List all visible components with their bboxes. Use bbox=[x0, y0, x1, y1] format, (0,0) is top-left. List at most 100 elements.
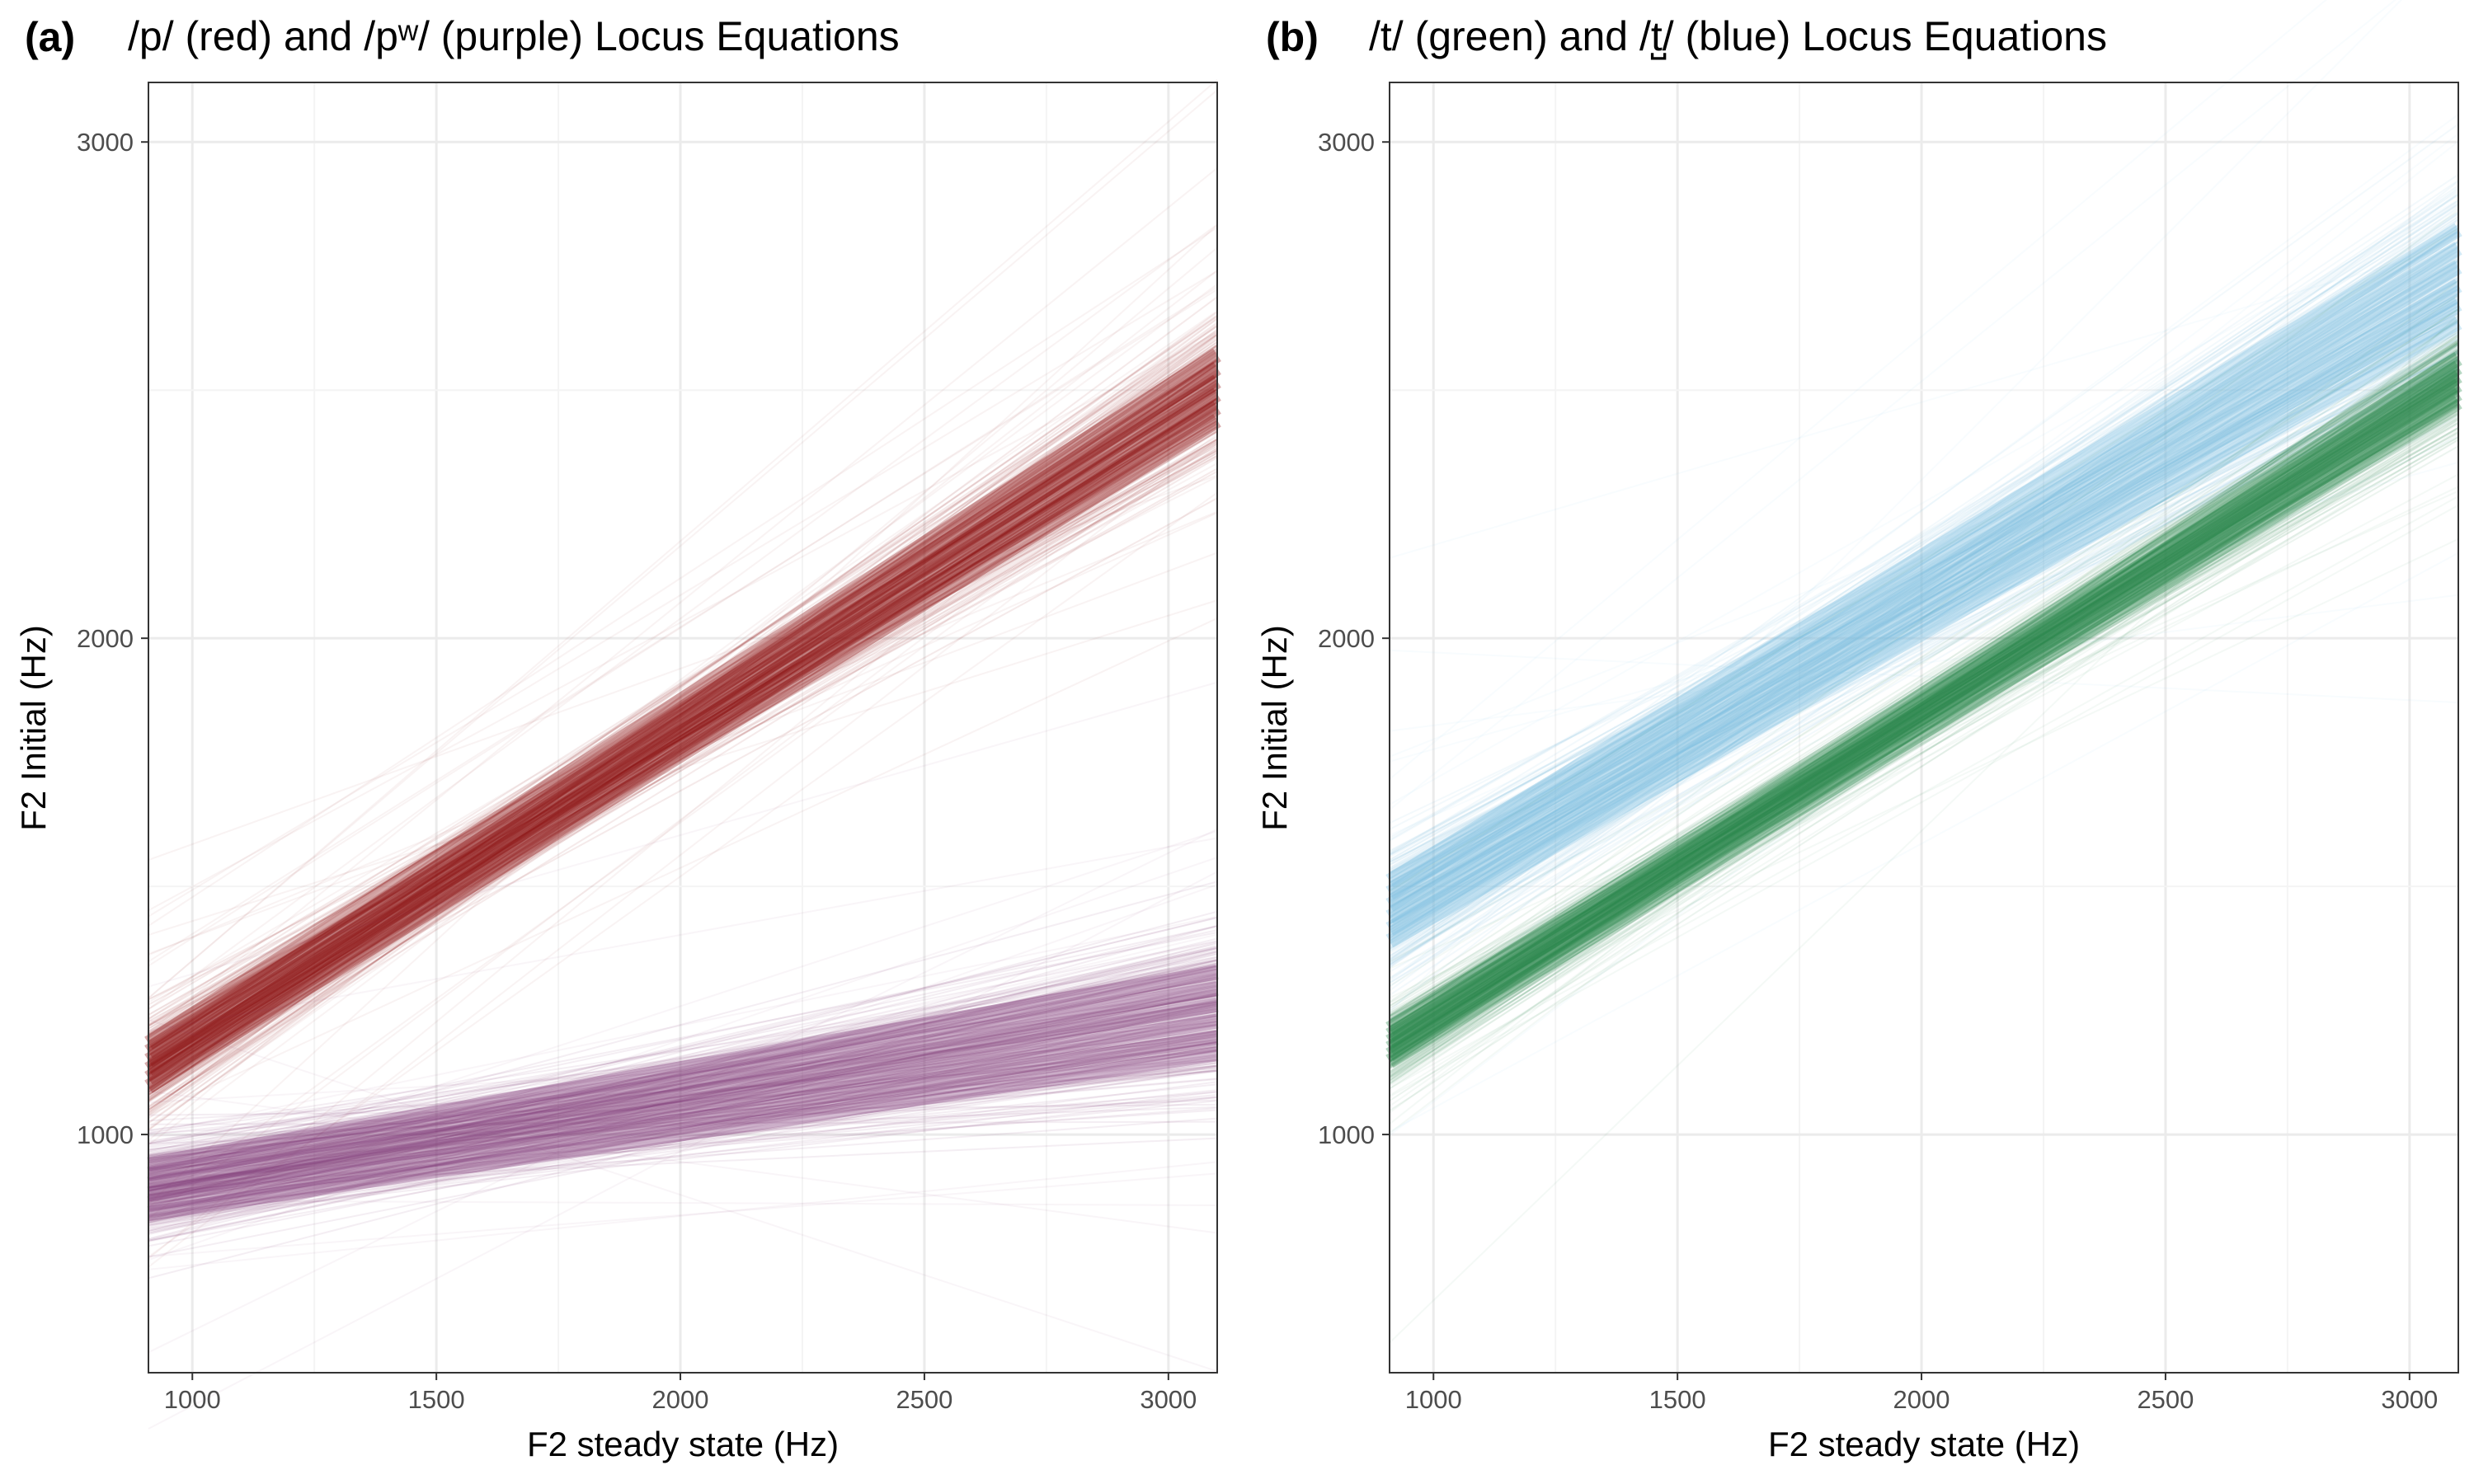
locus-line bbox=[148, 1050, 1218, 1192]
locus-line bbox=[148, 409, 1218, 1078]
locus-line bbox=[1389, 267, 2459, 919]
locus-line bbox=[1389, 373, 2459, 1067]
locus-line bbox=[1389, 368, 2459, 1041]
x-tick-label: 3000 bbox=[2381, 1385, 2438, 1414]
locus-line bbox=[1389, 312, 2459, 875]
locus-line bbox=[148, 391, 1218, 1116]
locus-line bbox=[1389, 246, 2459, 944]
locus-line bbox=[148, 1069, 1218, 1134]
locus-line bbox=[1389, 264, 2459, 902]
locus-line bbox=[1389, 333, 2459, 1061]
locus-line bbox=[148, 1020, 1218, 1219]
locus-line bbox=[1389, 382, 2459, 1059]
locus-line bbox=[148, 1033, 1218, 1159]
locus-line bbox=[148, 397, 1218, 1023]
locus-line bbox=[1389, 387, 2459, 1044]
locus-line bbox=[1389, 371, 2459, 1030]
locus-line bbox=[148, 406, 1218, 1063]
locus-line bbox=[1389, 270, 2459, 925]
locus-line bbox=[1389, 322, 2459, 953]
locus-line bbox=[148, 1033, 1218, 1247]
locus-line bbox=[148, 1031, 1218, 1196]
locus-line bbox=[1389, 173, 2459, 888]
locus-line bbox=[148, 383, 1218, 1086]
locus-line bbox=[148, 383, 1218, 1092]
locus-line bbox=[1389, 336, 2459, 987]
locus-line bbox=[148, 474, 1218, 862]
locus-line bbox=[148, 352, 1218, 1091]
locus-line bbox=[148, 404, 1218, 1044]
locus-line bbox=[148, 364, 1218, 1077]
locus-line bbox=[1389, 326, 2459, 863]
locus-line bbox=[148, 1023, 1218, 1185]
locus-line bbox=[148, 924, 1218, 1188]
locus-line bbox=[148, 1062, 1218, 1205]
locus-line bbox=[1389, 361, 2459, 1049]
locus-line bbox=[148, 1005, 1218, 1196]
locus-line bbox=[148, 981, 1218, 1162]
locus-line bbox=[148, 910, 1218, 1192]
locus-line bbox=[1389, 405, 2459, 1079]
locus-line bbox=[1389, 254, 2459, 885]
locus-line-core bbox=[1385, 369, 2462, 1049]
locus-line bbox=[148, 402, 1218, 1059]
locus-line bbox=[148, 373, 1218, 1061]
locus-line bbox=[148, 1049, 1218, 1159]
locus-line bbox=[1389, 359, 2459, 1056]
locus-line bbox=[148, 422, 1218, 1086]
locus-line bbox=[148, 1033, 1218, 1189]
locus-line bbox=[1389, 351, 2459, 1051]
locus-line bbox=[1389, 378, 2459, 1039]
locus-line bbox=[1389, 504, 2459, 1098]
locus-line bbox=[148, 369, 1218, 1030]
locus-line bbox=[1389, 401, 2459, 1048]
locus-line bbox=[1389, 308, 2459, 1017]
locus-line bbox=[148, 1172, 1218, 1258]
locus-line bbox=[148, 311, 1218, 1100]
panel-b-y-label: F2 Initial (Hz) bbox=[1255, 625, 1294, 831]
locus-line bbox=[148, 408, 1218, 1111]
locus-line bbox=[1389, 200, 2459, 887]
locus-line bbox=[148, 423, 1218, 1036]
locus-line bbox=[148, 1006, 1218, 1213]
locus-line bbox=[148, 984, 1218, 1158]
locus-line bbox=[1389, 372, 2459, 1060]
locus-line bbox=[148, 455, 1218, 1050]
locus-line bbox=[1389, 378, 2459, 1042]
locus-line bbox=[1389, 405, 2459, 1059]
locus-line bbox=[148, 337, 1218, 1090]
locus-line bbox=[148, 379, 1218, 1043]
locus-line bbox=[1389, 279, 2459, 894]
locus-line bbox=[148, 1029, 1218, 1161]
locus-line bbox=[148, 933, 1218, 1185]
locus-line bbox=[1389, 265, 2459, 926]
locus-line bbox=[148, 1091, 1218, 1182]
locus-line bbox=[1389, 390, 2459, 1050]
locus-line bbox=[1389, 344, 2459, 1029]
locus-line bbox=[148, 345, 1218, 1068]
locus-line bbox=[148, 1039, 1218, 1172]
locus-line bbox=[148, 929, 1218, 1166]
locus-line bbox=[1389, 371, 2459, 1048]
locus-line bbox=[148, 1043, 1218, 1170]
locus-line bbox=[1389, 386, 2459, 1037]
locus-line bbox=[148, 386, 1218, 1074]
locus-line bbox=[148, 837, 1218, 1032]
locus-line bbox=[148, 449, 1218, 1027]
locus-line bbox=[148, 392, 1218, 1064]
locus-line bbox=[1389, 377, 2459, 1028]
locus-line bbox=[148, 510, 1218, 956]
locus-line bbox=[1389, 426, 2459, 1040]
locus-line bbox=[148, 381, 1218, 1079]
locus-line bbox=[1389, 288, 2459, 899]
locus-line bbox=[1389, 251, 2459, 893]
locus-line bbox=[148, 350, 1218, 1050]
locus-line bbox=[148, 1019, 1218, 1211]
locus-line bbox=[148, 984, 1218, 1193]
locus-line bbox=[148, 397, 1218, 1065]
locus-line bbox=[1389, 292, 2459, 918]
locus-line bbox=[1389, 392, 2459, 1041]
locus-line bbox=[148, 402, 1218, 1062]
locus-line bbox=[148, 358, 1218, 1130]
